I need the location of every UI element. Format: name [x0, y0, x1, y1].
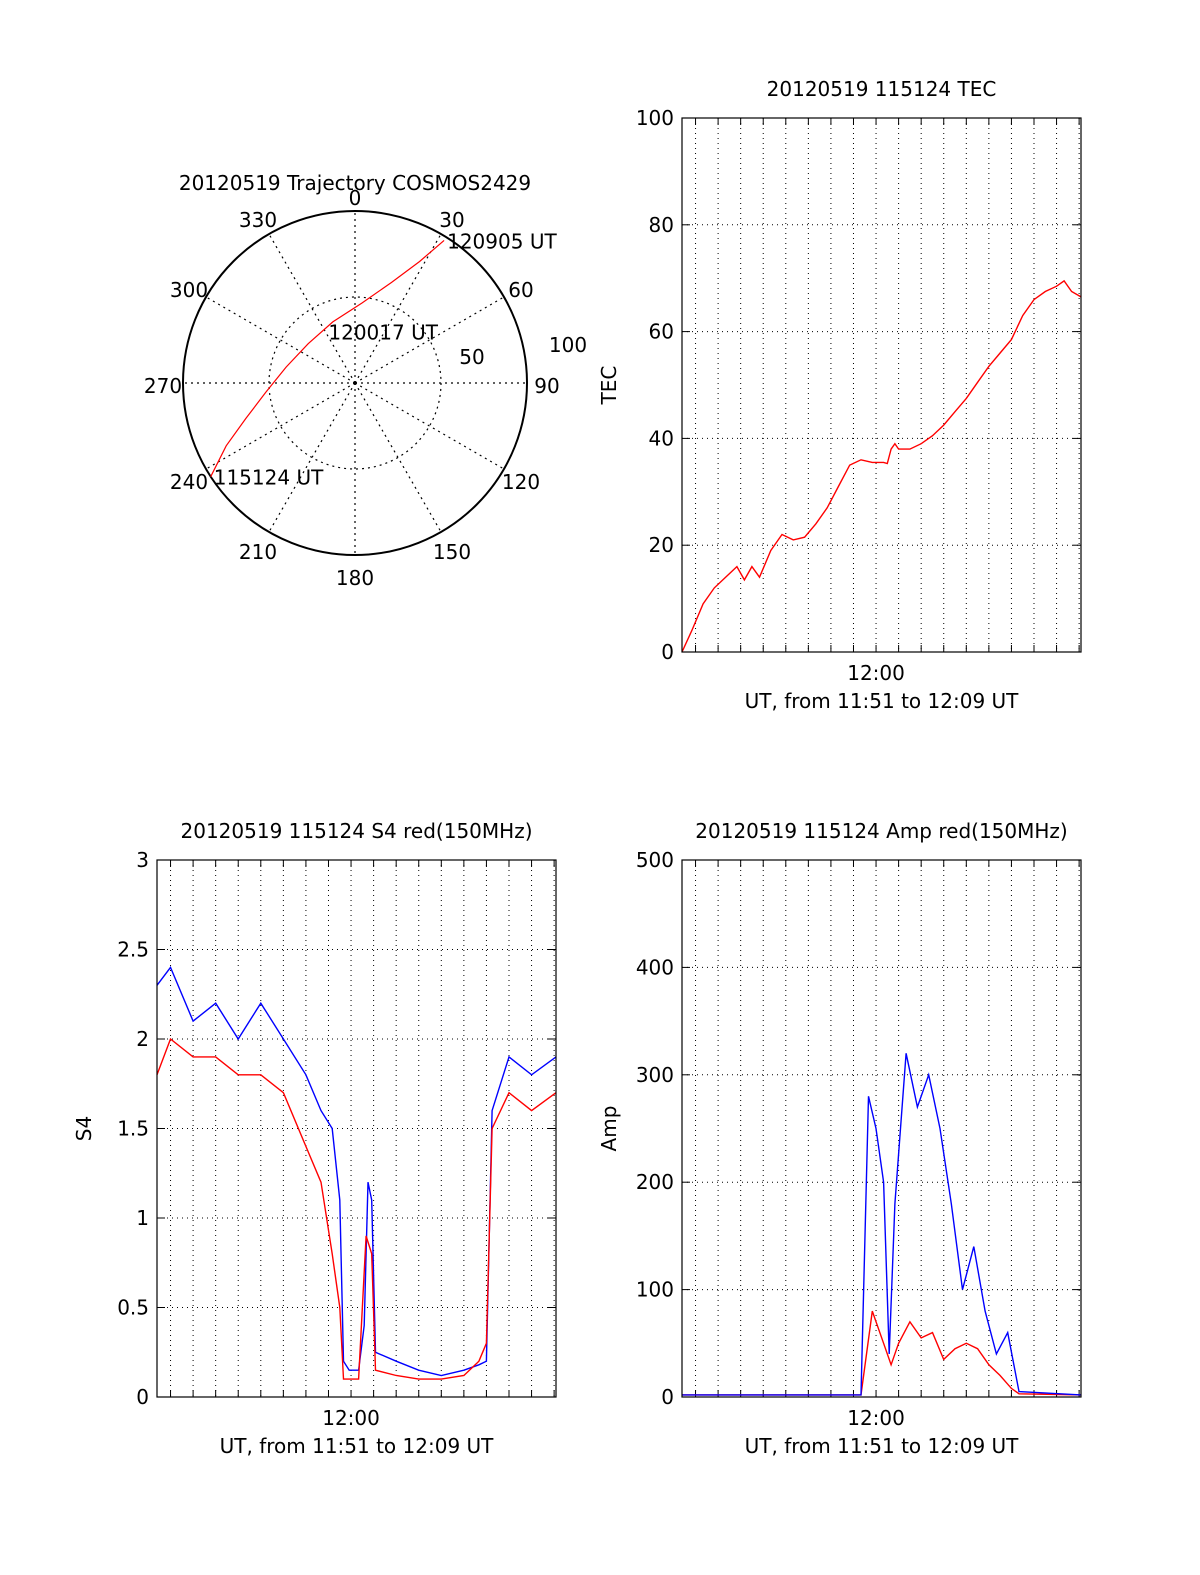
- y-tick-label: 0: [661, 1385, 674, 1409]
- polar-azimuth-label: 30: [439, 208, 464, 232]
- y-tick-label: 40: [649, 426, 674, 450]
- series-line: [682, 1310, 1082, 1396]
- y-tick-label: 2: [136, 1027, 149, 1051]
- polar-azimuth-label: 150: [433, 540, 471, 564]
- y-axis-label: TEC: [597, 366, 621, 406]
- grid-lines: [682, 118, 1081, 652]
- y-tick-label: 0: [661, 640, 674, 664]
- x-tick-label: 12:00: [847, 661, 905, 685]
- x-tick-label: 12:00: [847, 1406, 905, 1430]
- y-tick-label: 3: [136, 848, 149, 872]
- y-tick-label: 20: [649, 533, 674, 557]
- polar-chart-title: 20120519 Trajectory COSMOS2429: [179, 171, 531, 195]
- polar-trajectory-chart: 20120519 Trajectory COSMOS2429 0 30 60 90 12…: [144, 171, 587, 590]
- chart-title: 20120519 115124 Amp red(150MHz): [695, 819, 1067, 843]
- polar-spoke: [354, 382, 505, 470]
- polar-azimuth-label: 300: [170, 278, 208, 302]
- polar-spoke: [268, 233, 356, 384]
- polar-azimuth-label: 270: [144, 374, 182, 398]
- grid-lines: [682, 860, 1081, 1397]
- y-tick-label: 300: [636, 1063, 674, 1087]
- plot-frame: [681, 117, 1082, 653]
- tec-chart: 20120519 115124 TEC 0 20 40 60 80 100 12:00 UT, …: [597, 77, 1082, 713]
- x-axis-label: UT, from 11:51 to 12:09 UT: [745, 1434, 1020, 1458]
- chart-title: 20120519 115124 TEC: [767, 77, 997, 101]
- polar-azimuth-labels: 0 30 60 90 120 150 180 210 240 270 300 330: [144, 186, 560, 590]
- y-tick-label: 500: [636, 848, 674, 872]
- series-line: [156, 966, 557, 1377]
- y-axis-label: Amp: [597, 1106, 621, 1152]
- polar-spoke: [354, 382, 442, 533]
- x-tick-label: 12:00: [322, 1406, 380, 1430]
- polar-azimuth-label: 120: [502, 470, 540, 494]
- y-tick-label: 1.5: [117, 1117, 149, 1141]
- chart-title: 20120519 115124 S4 red(150MHz): [181, 819, 533, 843]
- x-axis-label: UT, from 11:51 to 12:09 UT: [220, 1434, 495, 1458]
- polar-spoke: [354, 296, 505, 384]
- polar-spoke: [354, 233, 442, 384]
- y-tick-label: 2.5: [117, 938, 149, 962]
- y-tick-label: 400: [636, 955, 674, 979]
- polar-azimuth-label: 330: [239, 208, 277, 232]
- plot-frame: [681, 859, 1082, 1398]
- polar-time-annotation: 115124 UT: [214, 466, 324, 490]
- y-tick-label: 100: [636, 1278, 674, 1302]
- polar-azimuth-label: 0: [349, 186, 362, 210]
- y-tick-label: 1: [136, 1206, 149, 1230]
- polar-annotations: 115124 UT 120017 UT 120905 UT: [214, 229, 558, 489]
- polar-spoke: [268, 382, 356, 533]
- polar-outer-ring: [182, 210, 528, 556]
- polar-azimuth-label: 210: [239, 540, 277, 564]
- y-tick-label: 100: [636, 106, 674, 130]
- polar-ring-label-100: 100: [549, 333, 587, 357]
- polar-trajectory-line: [210, 239, 445, 477]
- polar-spoke: [205, 382, 356, 470]
- amp-chart: 20120519 115124 Amp red(150MHz) 0 100 200 30…: [597, 819, 1082, 1458]
- y-tick-label: 60: [649, 320, 674, 344]
- series-line: [682, 1053, 1082, 1396]
- polar-azimuth-label: 180: [336, 566, 374, 590]
- polar-spoke: [205, 296, 356, 384]
- polar-azimuth-label: 90: [534, 374, 559, 398]
- y-tick-label: 0.5: [117, 1296, 149, 1320]
- plot-frame: [156, 859, 557, 1398]
- grid-lines: [157, 860, 556, 1397]
- polar-azimuth-label: 240: [170, 470, 208, 494]
- polar-grid: [183, 211, 527, 555]
- y-tick-label: 80: [649, 213, 674, 237]
- series-line: [156, 1037, 557, 1380]
- y-axis-label: S4: [72, 1116, 96, 1141]
- y-tick-label: 0: [136, 1385, 149, 1409]
- y-tick-label: 200: [636, 1170, 674, 1194]
- polar-time-annotation: 120017 UT: [328, 321, 438, 345]
- series-line: [681, 279, 1082, 653]
- polar-time-annotation: 120905 UT: [447, 229, 557, 253]
- polar-azimuth-label: 60: [508, 278, 533, 302]
- polar-ring-label-50: 50: [459, 345, 484, 369]
- x-axis-label: UT, from 11:51 to 12:09 UT: [745, 689, 1020, 713]
- s4-chart: 20120519 115124 S4 red(150MHz) 0 0.5 1 1.5 2 2…: [72, 819, 557, 1458]
